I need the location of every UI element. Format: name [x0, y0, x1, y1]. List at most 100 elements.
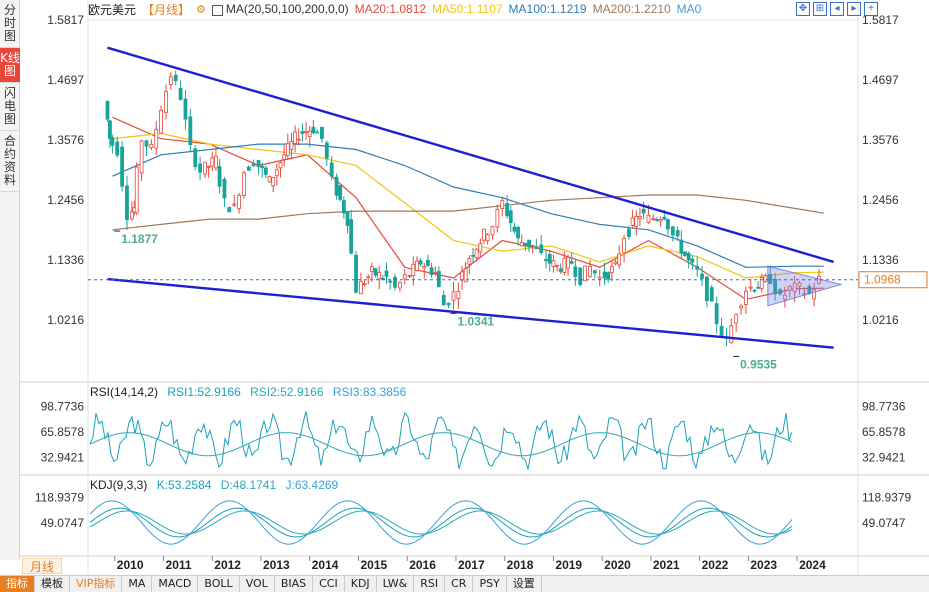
candle-body — [267, 176, 272, 183]
tab-templates[interactable]: 模板 — [35, 576, 70, 592]
y-tick-label-left: 1.2456 — [47, 193, 84, 207]
candle-body — [242, 172, 246, 196]
candle-body — [366, 276, 371, 279]
rsi-params: RSI(14,14,2) — [90, 385, 159, 399]
ma-params-label: MA(20,50,100,200,0,0) — [225, 2, 349, 16]
chart-canvas[interactable]: 1.5817 1.5817 1.4697 1.4697 1.3576 1.3576 1.24… — [0, 0, 929, 575]
tab-rsi[interactable]: RSI — [414, 576, 446, 592]
ma20-value: MA20:1.0812 — [354, 2, 427, 16]
candle-body — [282, 154, 287, 160]
tab-bias[interactable]: BIAS — [275, 576, 314, 592]
candle-body — [139, 140, 144, 174]
x-tick-label: 2010 — [117, 558, 144, 572]
rsi-tick-right: 32.9421 — [862, 450, 906, 464]
candle-body — [516, 226, 520, 239]
previous-icon[interactable]: ◂ — [830, 2, 844, 16]
candle-body — [144, 140, 149, 147]
ma-line-ma20 — [112, 116, 824, 301]
candle-body — [289, 140, 294, 150]
candle-body — [527, 239, 531, 248]
tab-boll[interactable]: BOLL — [198, 576, 240, 592]
candle-body — [530, 244, 535, 247]
candle-body — [173, 74, 178, 82]
y-tick-label-right: 1.2456 — [862, 193, 899, 207]
candle-body — [349, 219, 354, 254]
settings-icon[interactable]: ⚙ — [196, 3, 206, 16]
tab-cci[interactable]: CCI — [313, 576, 345, 592]
tab-flash[interactable]: 闪电图 — [0, 83, 20, 131]
tab-lw[interactable]: LW& — [377, 576, 415, 592]
current-price-box — [858, 271, 928, 289]
tab-contract-info[interactable]: 合约资料 — [0, 131, 20, 192]
tab-timeshare[interactable]: 分时图 — [0, 0, 20, 48]
tab-vip-indicators[interactable]: VIP指标 — [70, 576, 123, 592]
kdj-tick-left: 49.0747 — [41, 516, 85, 530]
candle-body — [120, 146, 125, 187]
candle-body — [748, 286, 753, 289]
candle-body — [558, 268, 563, 272]
candle-body — [547, 253, 552, 264]
x-tick-label: 2012 — [214, 558, 241, 572]
candle-body — [655, 219, 659, 222]
candle-body — [505, 203, 510, 217]
ma-line-ma200 — [112, 194, 824, 231]
candle-body — [380, 277, 385, 280]
candle-body — [651, 218, 656, 220]
candle-body — [739, 305, 743, 309]
zoom-icon[interactable]: ⊞ — [813, 2, 827, 16]
ma-toggle-icon[interactable] — [211, 4, 223, 16]
candle-body — [613, 261, 618, 265]
candle-body — [482, 228, 486, 241]
period-label[interactable]: 【月线】 — [142, 2, 191, 17]
tab-kdj[interactable]: KDJ — [345, 576, 377, 592]
y-tick-label-left: 1.5817 — [47, 13, 84, 27]
x-tick-label: 2011 — [166, 558, 192, 572]
period-tab[interactable]: 月线 — [22, 558, 62, 574]
candle-body — [384, 270, 389, 277]
candle-body — [246, 166, 251, 171]
add-icon[interactable]: + — [864, 2, 878, 16]
candle-body — [217, 166, 222, 187]
rsi-tick-right: 98.7736 — [862, 400, 906, 414]
tab-cr[interactable]: CR — [445, 576, 474, 592]
candle-body — [441, 295, 446, 306]
tab-indicators[interactable]: 指标 — [0, 576, 35, 592]
next-icon[interactable]: ▸ — [847, 2, 861, 16]
candle-body — [617, 253, 622, 266]
candle-body — [634, 215, 639, 227]
candle-body — [362, 283, 367, 286]
candle-body — [566, 256, 570, 269]
tab-kline[interactable]: K线图 — [0, 48, 20, 83]
candle-body — [329, 162, 334, 177]
candle-body — [551, 260, 556, 267]
x-tick-label: 2015 — [360, 558, 387, 572]
tab-vol[interactable]: VOL — [240, 576, 275, 592]
candle-body — [436, 271, 441, 287]
candle-body — [622, 238, 626, 254]
candle-body — [578, 267, 583, 285]
crosshair-icon[interactable]: ✥ — [796, 2, 810, 16]
candle-body — [183, 98, 188, 120]
candle-body — [641, 208, 646, 214]
tab-ma[interactable]: MA — [122, 576, 153, 592]
tab-psy[interactable]: PSY — [473, 576, 507, 592]
y-tick-label-left: 1.0216 — [47, 313, 84, 327]
trend-line-lower — [107, 277, 834, 349]
kdj-params: KDJ(9,3,3) — [90, 478, 148, 492]
tab-settings[interactable]: 设置 — [507, 576, 542, 592]
tab-macd[interactable]: MACD — [152, 576, 199, 592]
candle-body — [164, 91, 168, 114]
candle-body — [675, 230, 680, 237]
symbol-label: 欧元美元 — [88, 2, 137, 17]
candle-body — [700, 273, 704, 279]
candle-body — [597, 276, 602, 280]
candle-body — [311, 126, 316, 134]
candle-body — [792, 282, 797, 293]
candle-body — [125, 185, 129, 221]
candle-body — [341, 200, 346, 214]
y-tick-label-right: 1.1336 — [862, 253, 899, 267]
candle-body — [690, 258, 695, 263]
candle-body — [512, 226, 517, 232]
candle-body — [429, 267, 434, 275]
